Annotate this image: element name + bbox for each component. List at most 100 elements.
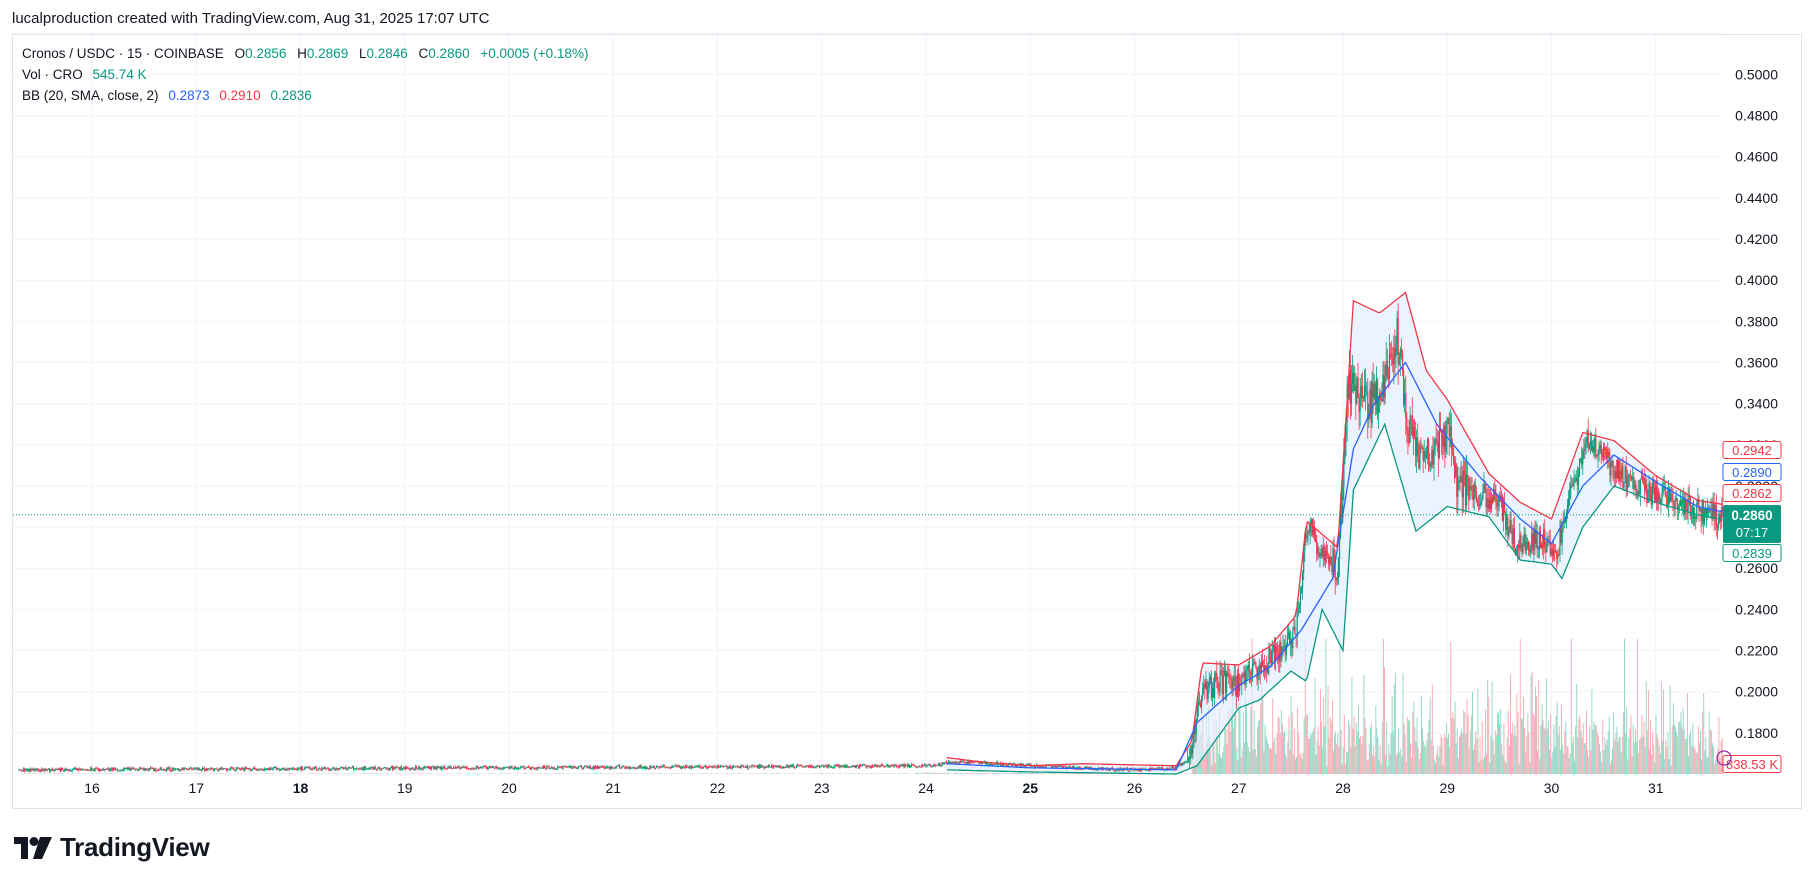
candle-body xyxy=(172,767,174,770)
candle-body xyxy=(182,767,184,770)
candle-body xyxy=(1232,680,1234,689)
candle-body xyxy=(28,768,30,771)
candle-body xyxy=(1274,646,1277,663)
candle-body xyxy=(1480,501,1482,505)
candle-body xyxy=(636,767,638,769)
volume-bar xyxy=(1283,732,1284,774)
volume-bar xyxy=(1713,746,1714,774)
volume-label[interactable]: Vol · CRO xyxy=(22,67,83,82)
volume-bar xyxy=(352,773,354,774)
volume-bar xyxy=(394,773,396,774)
candle-body xyxy=(390,766,393,768)
candle-body xyxy=(1265,665,1267,670)
symbol-label[interactable]: Cronos / USDC · 15 · COINBASE xyxy=(22,46,224,61)
candle-body xyxy=(1068,766,1070,768)
volume-bar xyxy=(829,773,831,774)
volume-bar xyxy=(1440,734,1442,774)
candle-body xyxy=(1051,765,1053,768)
y-tick-label: 0.1800 xyxy=(1735,725,1778,741)
candle-body xyxy=(482,766,484,769)
candle-body xyxy=(1312,527,1315,535)
volume-bar xyxy=(264,773,266,774)
candle-body xyxy=(785,767,787,768)
volume-bar xyxy=(1184,773,1186,774)
candle-body xyxy=(626,766,628,768)
volume-bar xyxy=(1707,756,1709,774)
y-tick-label: 0.4800 xyxy=(1735,108,1778,124)
candle-body xyxy=(256,769,258,771)
candle-body xyxy=(963,761,965,763)
candle-body xyxy=(413,769,415,771)
tradingview-logo[interactable]: TradingView xyxy=(14,832,210,863)
candle-body xyxy=(252,767,255,770)
candle-body xyxy=(1576,477,1578,486)
volume-bar xyxy=(174,773,176,774)
candle-body xyxy=(383,767,385,769)
candle-body xyxy=(1322,547,1324,557)
x-tick-label: 26 xyxy=(1127,780,1143,796)
volume-bar xyxy=(757,773,759,774)
volume-bar xyxy=(1682,708,1684,774)
volume-bar xyxy=(778,773,779,774)
candle-body xyxy=(700,766,702,768)
candle-body xyxy=(513,767,515,770)
volume-bar xyxy=(1597,735,1599,774)
bb-fill xyxy=(946,292,1723,774)
volume-bar xyxy=(267,773,269,774)
volume-bar xyxy=(558,773,560,774)
candle-body xyxy=(472,768,474,770)
volume-bar xyxy=(1438,756,1440,774)
volume-bar xyxy=(653,773,655,774)
candle-body xyxy=(294,768,296,770)
y-tick-label: 0.4400 xyxy=(1735,190,1778,206)
candle-body xyxy=(23,768,26,772)
volume-bar xyxy=(1507,710,1509,774)
volume-bar xyxy=(21,773,23,774)
volume-bar xyxy=(214,773,216,774)
candle-body xyxy=(59,768,61,772)
candle-body xyxy=(974,761,976,763)
candle-body xyxy=(18,769,20,771)
y-tick-label: 0.3800 xyxy=(1735,313,1778,329)
candle-body xyxy=(1678,505,1681,507)
candle-body xyxy=(456,766,458,769)
candle-body xyxy=(1331,563,1333,572)
candle-body xyxy=(1433,449,1435,465)
candle-body xyxy=(740,765,742,768)
volume-bar xyxy=(1288,716,1290,774)
candle-body xyxy=(169,767,171,771)
candle-body xyxy=(1656,486,1658,503)
volume-bar xyxy=(813,773,815,774)
candle-body xyxy=(113,767,116,769)
candle-body xyxy=(1388,353,1391,379)
volume-bar xyxy=(1025,772,1027,774)
candle-body xyxy=(978,762,980,764)
volume-bar xyxy=(1006,773,1008,774)
volume-bar xyxy=(1609,764,1611,774)
candle-body xyxy=(144,768,146,771)
candle-body xyxy=(1631,476,1633,480)
bb-label[interactable]: BB (20, SMA, close, 2) xyxy=(22,88,159,103)
candle-body xyxy=(787,764,789,768)
volume-bar xyxy=(371,773,373,774)
volume-bar xyxy=(730,773,732,774)
volume-bar xyxy=(261,773,263,774)
candle-body xyxy=(1110,767,1113,769)
candle-body xyxy=(33,769,35,771)
volume-bar xyxy=(1482,759,1484,774)
candle-body xyxy=(1237,673,1240,692)
candle-body xyxy=(1050,765,1052,767)
volume-bar xyxy=(1045,773,1047,774)
candle-body xyxy=(411,767,413,769)
candle-body xyxy=(119,770,121,772)
candle-body xyxy=(1206,680,1208,699)
candle-body xyxy=(628,766,630,769)
volume-bar xyxy=(1342,747,1344,774)
volume-bar xyxy=(188,773,190,774)
candle-body xyxy=(755,766,757,768)
volume-bar xyxy=(1076,773,1078,774)
candle-body xyxy=(647,767,649,769)
candle-body xyxy=(384,767,386,768)
candle-body xyxy=(157,769,159,771)
